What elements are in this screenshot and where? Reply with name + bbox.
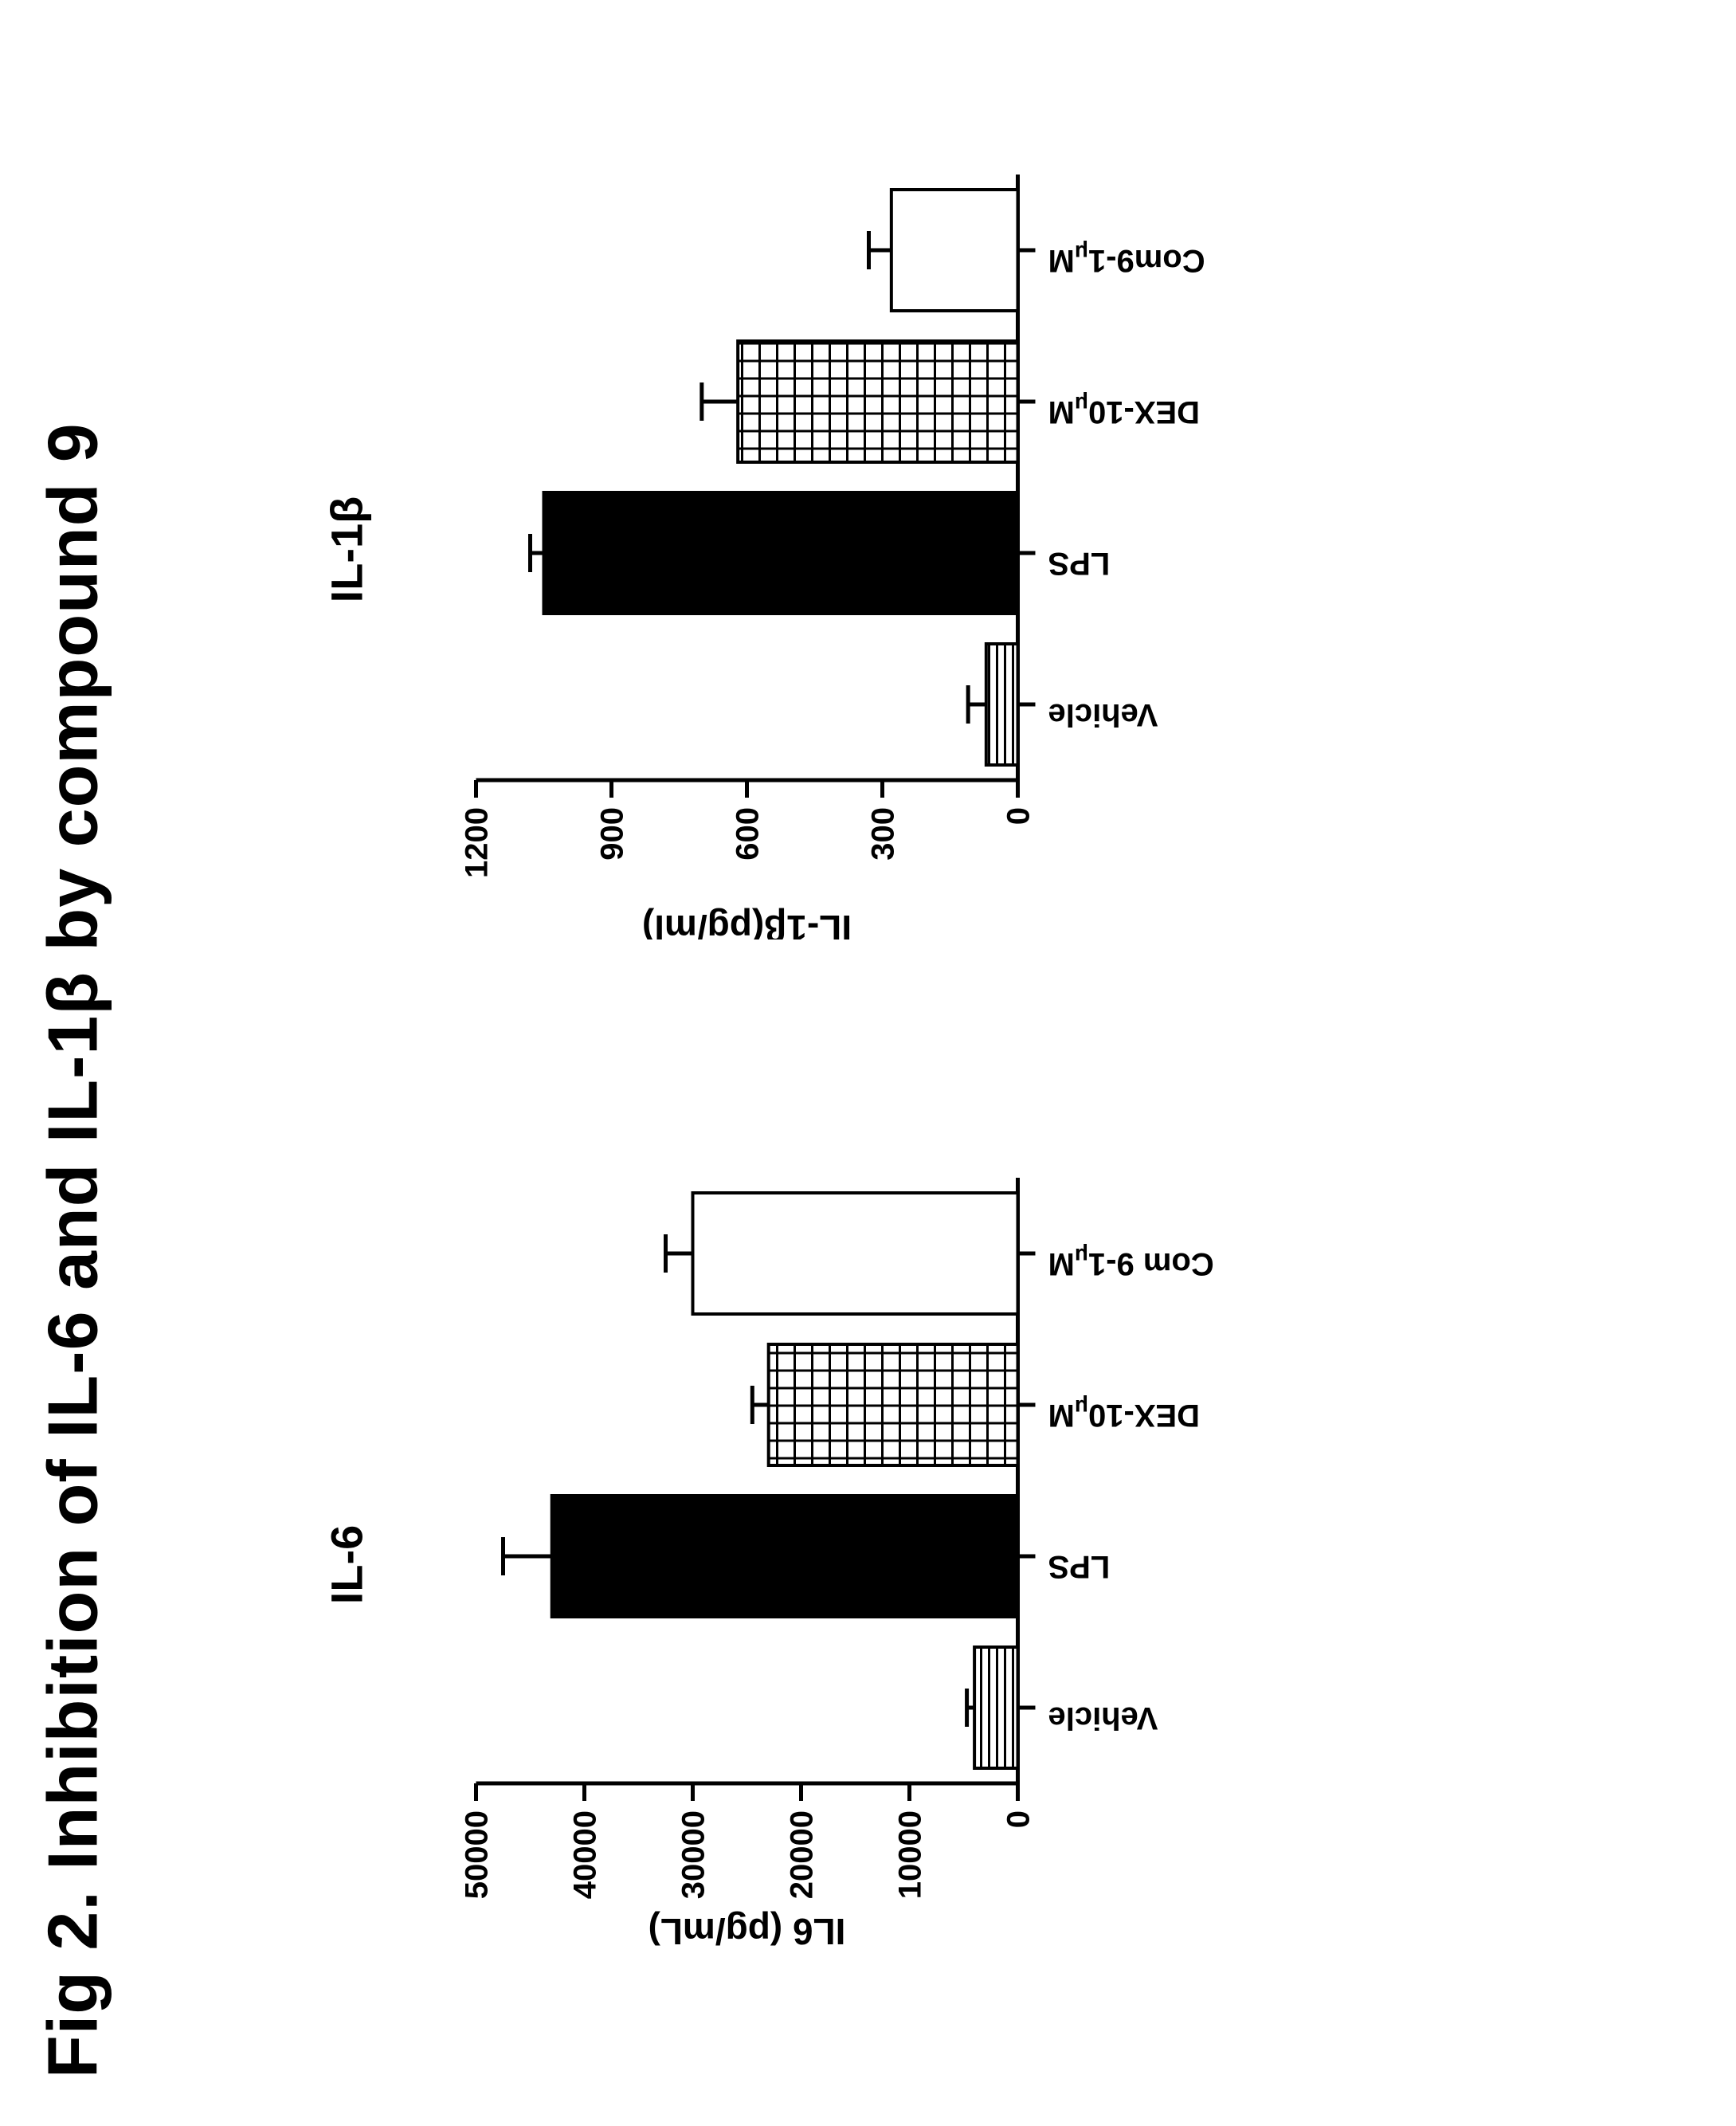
chart-il1b-block: IL-1β 0 300 600 900 1200 IL-1β(pg/ml) Vehicle L… (321, 159, 1225, 940)
svg-text:0: 0 (1001, 1811, 1037, 1829)
bar (738, 342, 1017, 463)
charts-row: IL-6 0 10000 20000 30000 40000 50000 IL6 (pg/m… (321, 0, 1225, 2126)
svg-text:40000: 40000 (568, 1811, 603, 1900)
svg-text:1200: 1200 (460, 808, 495, 879)
page: Fig 2. Inhibition of IL-6 and IL-1β by c… (0, 0, 1736, 2126)
bar (974, 1648, 1017, 1769)
chart-il6-block: IL-6 0 10000 20000 30000 40000 50000 IL6 (pg/m… (321, 1163, 1225, 1967)
svg-text:600: 600 (731, 808, 766, 861)
svg-text:50000: 50000 (460, 1811, 495, 1900)
svg-text:LPS: LPS (1048, 547, 1111, 582)
chart-il1b-title: IL-1β (321, 496, 373, 603)
chart-il6: 0 10000 20000 30000 40000 50000 IL6 (pg/mL) Veh… (445, 1163, 1225, 1967)
svg-text:IL6 (pg/mL): IL6 (pg/mL) (649, 1912, 846, 1953)
figure-title: Fig 2. Inhibition of IL-6 and IL-1β by c… (1, 0, 114, 2126)
svg-text:Com9-1μM: Com9-1μM (1048, 241, 1205, 279)
svg-text:Com 9-1μM: Com 9-1μM (1048, 1245, 1214, 1282)
svg-text:DEX-10μM: DEX-10μM (1048, 1396, 1201, 1434)
bar (544, 493, 1018, 614)
bar (552, 1496, 1018, 1618)
bar (892, 190, 1018, 312)
svg-text:300: 300 (866, 808, 901, 861)
svg-text:0: 0 (1001, 808, 1037, 826)
bar (693, 1194, 1018, 1315)
chart-il6-title: IL-6 (321, 1525, 373, 1605)
figure-rotated-wrap: Fig 2. Inhibition of IL-6 and IL-1β by c… (1, 0, 1736, 2126)
chart-il1b: 0 300 600 900 1200 IL-1β(pg/ml) Vehicle LPS DEX-… (445, 159, 1225, 940)
bar (769, 1345, 1018, 1466)
svg-text:Vehicle: Vehicle (1048, 1701, 1158, 1736)
bar (986, 645, 1018, 766)
svg-text:IL-1β(pg/ml): IL-1β(pg/ml) (642, 908, 852, 940)
svg-text:Vehicle: Vehicle (1048, 698, 1158, 733)
svg-text:900: 900 (595, 808, 630, 861)
svg-text:20000: 20000 (785, 1811, 820, 1900)
svg-text:LPS: LPS (1048, 1550, 1111, 1585)
svg-text:30000: 30000 (676, 1811, 711, 1900)
svg-text:DEX-10μM: DEX-10μM (1048, 393, 1201, 430)
svg-text:10000: 10000 (893, 1811, 928, 1900)
